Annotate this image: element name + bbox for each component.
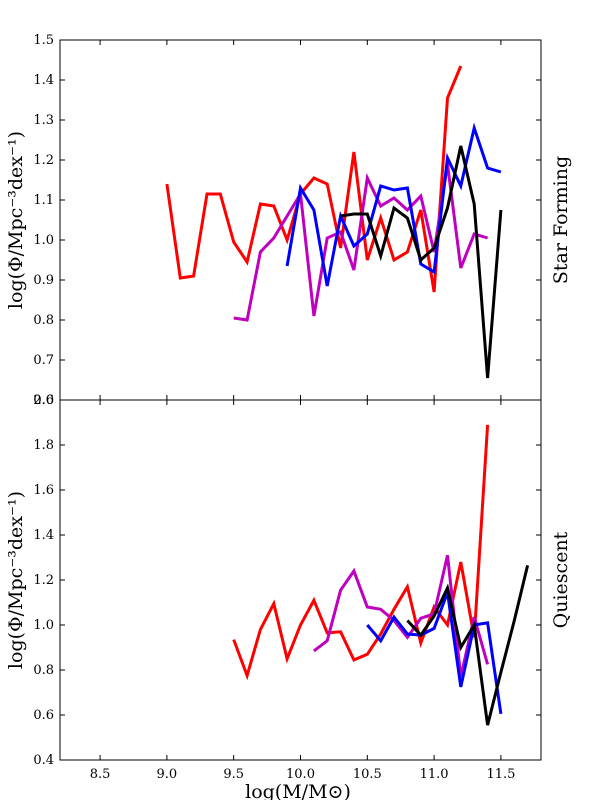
x-tick-label: 8.5	[90, 767, 111, 782]
quiescent-y-tick-label: 0.4	[33, 753, 54, 768]
x-tick-label: 10.5	[353, 767, 382, 782]
x-tick-label: 9.0	[157, 767, 178, 782]
star-forming-y-tick-label: 0.9	[33, 273, 54, 288]
star-forming-y-tick-label: 0.6	[33, 393, 54, 408]
x-tick-label: 11.5	[486, 767, 515, 782]
star-forming-y-tick-label: 1.4	[33, 73, 54, 88]
star-forming-ticks: 0.6 0.7 0.8 0.9 1.0 1.1 1.2 1.3 1.4 1.5	[33, 33, 541, 408]
star-forming-series-line-0	[165, 65, 463, 293]
quiescent-series-line-3	[406, 565, 530, 726]
quiescent-series-line-1	[312, 554, 490, 678]
star-forming-y-tick-label: 1.1	[33, 193, 54, 208]
quiescent-series	[232, 424, 530, 726]
x-axis-title: log(M/M⊙)	[245, 781, 351, 800]
quiescent-panel: 8.5 9.0 9.5 10.0 10.5 11.0 11.5 0.4 0.6 0.8 1.0 1.2…	[5, 393, 572, 800]
quiescent-y-tick-label: 1.0	[33, 618, 54, 633]
quiescent-y-tick-label: 1.6	[33, 483, 54, 498]
quiescent-y-tick-label: 1.8	[33, 438, 54, 453]
quiescent-panel-label: Quiescent	[550, 531, 572, 628]
quiescent-y-tick-label: 1.4	[33, 528, 54, 543]
quiescent-y-tick-label: 0.8	[33, 663, 54, 678]
star-forming-y-tick-label: 1.3	[33, 113, 54, 128]
star-forming-series	[165, 65, 503, 379]
star-forming-y-tick-label: 0.7	[33, 353, 54, 368]
star-forming-y-tick-label: 1.0	[33, 233, 54, 248]
quiescent-y-axis-title: log(Φ/Mpc⁻³dex⁻¹)	[5, 491, 27, 669]
star-forming-series-line-1	[233, 163, 489, 322]
quiescent-y-tick-label: 1.2	[33, 573, 54, 588]
star-forming-y-tick-label: 1.2	[33, 153, 54, 168]
quiescent-series-line-2	[366, 591, 503, 715]
x-tick-label: 11.0	[420, 767, 449, 782]
star-forming-frame	[59, 39, 542, 401]
quiescent-y-tick-label: 2.0	[33, 393, 54, 408]
star-forming-y-axis-title: log(Φ/Mpc⁻³dex⁻¹)	[5, 131, 27, 309]
quiescent-frame	[59, 399, 542, 761]
x-tick-label: 10.0	[286, 767, 315, 782]
quiescent-ticks: 8.5 9.0 9.5 10.0 10.5 11.0 11.5 0.4 0.6 0.8 1.0 1.2…	[33, 393, 541, 782]
x-tick-label: 9.5	[223, 767, 244, 782]
star-forming-panel: 0.6 0.7 0.8 0.9 1.0 1.1 1.2 1.3 1.4 1.5 log(Φ/Mpc…	[5, 33, 572, 408]
star-forming-y-tick-label: 1.5	[33, 33, 54, 48]
quiescent-y-tick-label: 0.6	[33, 708, 54, 723]
star-forming-panel-label: Star Forming	[550, 156, 572, 284]
star-forming-y-tick-label: 0.8	[33, 313, 54, 328]
star-forming-series-line-3	[340, 145, 503, 379]
quiescent-series-line-0	[232, 424, 490, 681]
